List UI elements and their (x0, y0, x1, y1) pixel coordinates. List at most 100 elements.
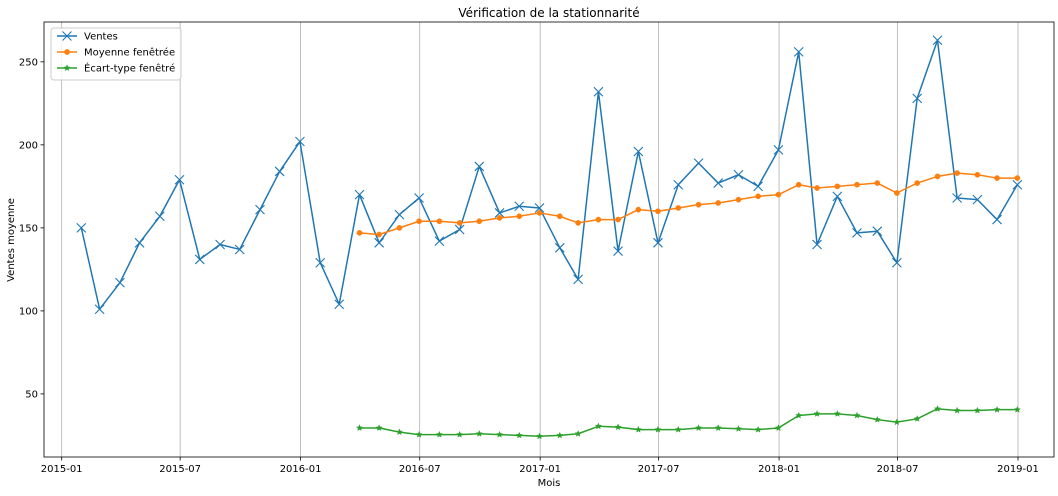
data-point (435, 430, 443, 438)
data-point (913, 415, 921, 422)
data-point (94, 304, 105, 315)
data-point (255, 204, 265, 215)
marker-stroke (773, 144, 784, 155)
marker-stroke (793, 46, 804, 57)
x-tick-label: 2016-07 (399, 464, 441, 475)
marker-stroke (593, 86, 604, 97)
marker-stroke (952, 193, 963, 203)
data-point (953, 406, 961, 414)
data-point (892, 257, 902, 268)
data-point (595, 216, 602, 223)
data-point (454, 224, 465, 235)
marker-stroke (94, 304, 105, 315)
data-point (675, 205, 682, 211)
data-point (396, 225, 403, 231)
marker-stroke (134, 237, 145, 248)
data-point (893, 418, 901, 426)
legend-label: Moyenne fenêtrée (84, 47, 175, 59)
data-point (635, 206, 642, 213)
data-point (534, 203, 545, 213)
y-tick-label: 50 (25, 389, 38, 400)
data-point (415, 430, 423, 438)
data-point (733, 169, 744, 180)
x-tick-label: 2018-07 (877, 464, 919, 475)
data-point (834, 183, 841, 190)
data-point (536, 210, 543, 216)
data-point (655, 208, 661, 215)
data-point (814, 185, 820, 191)
data-point (773, 144, 784, 155)
data-point (215, 239, 225, 250)
data-point (634, 425, 642, 433)
x-tick-label: 2016-01 (280, 464, 322, 475)
marker-stroke (494, 208, 505, 218)
marker-stroke (673, 179, 684, 190)
legend-entry: Moyenne fenêtrée (57, 47, 175, 59)
data-point (992, 214, 1002, 225)
marker-stroke (573, 274, 584, 285)
y-tick-label: 150 (19, 223, 38, 234)
data-point (1014, 175, 1021, 181)
y-tick-label: 200 (19, 140, 38, 151)
data-point (952, 193, 963, 203)
data-point (516, 213, 523, 220)
marker-stroke (354, 189, 365, 200)
marker-stroke (295, 136, 305, 147)
data-point (613, 246, 623, 257)
data-point (274, 166, 285, 177)
data-point (693, 158, 704, 169)
data-point (774, 424, 782, 431)
marker-stroke (912, 93, 923, 104)
legend: Ventes Moyenne fenêtrée Écart-type fenêtré (50, 27, 182, 81)
data-point (614, 423, 622, 431)
data-point (1012, 179, 1023, 190)
data-point (593, 86, 604, 97)
marker-stroke (812, 239, 822, 250)
data-point (853, 411, 861, 419)
data-point (734, 425, 743, 432)
marker-stroke (62, 31, 72, 41)
legend-label: Ventes (84, 32, 118, 43)
data-point (932, 35, 943, 46)
data-point (854, 181, 860, 188)
data-point (954, 170, 960, 176)
data-point (76, 222, 87, 233)
data-point (494, 208, 505, 218)
marker-stroke (255, 204, 265, 215)
x-tick-label: 2017-07 (638, 464, 680, 475)
data-point (934, 173, 941, 180)
data-point (574, 430, 582, 437)
marker-stroke (434, 236, 445, 247)
x-tick-label: 2015-01 (41, 464, 83, 475)
data-point (994, 175, 1000, 181)
data-point (556, 431, 564, 439)
marker-stroke (394, 209, 405, 220)
marker-stroke (1012, 179, 1023, 190)
data-point (912, 93, 923, 104)
data-point (535, 432, 544, 440)
data-point (754, 425, 762, 433)
marker-stroke (315, 257, 326, 268)
legend-marker (64, 49, 70, 55)
data-point (914, 180, 921, 186)
data-point (793, 46, 804, 57)
marker-stroke (554, 242, 565, 253)
data-point (1013, 405, 1021, 413)
data-point (414, 193, 424, 203)
data-point (234, 244, 245, 255)
x-axis-label: Mois (538, 478, 561, 489)
data-point (556, 213, 563, 220)
data-point (496, 430, 504, 438)
series-1 (76, 35, 1023, 315)
series-line (359, 172, 1018, 236)
data-point (972, 194, 983, 205)
data-point (554, 242, 565, 253)
data-point (594, 422, 602, 430)
marker-stroke (653, 237, 663, 248)
chart-title: Vérification de la stationnarité (458, 6, 639, 20)
data-point (474, 161, 485, 172)
marker-stroke (174, 174, 185, 185)
data-point (295, 136, 305, 147)
